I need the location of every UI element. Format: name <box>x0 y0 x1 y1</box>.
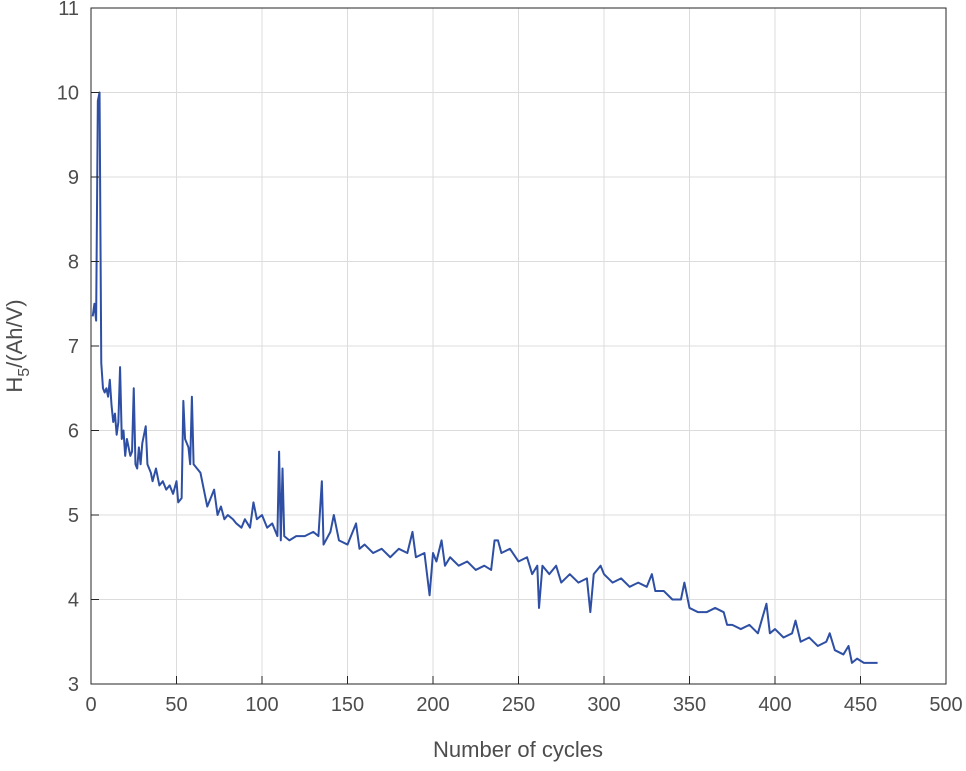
grid <box>90 7 947 685</box>
y-label-subscript: 5 <box>16 368 33 377</box>
y-tick-label: 10 <box>57 83 79 105</box>
ticks: 0 50 100 150 200 250 300 350 400 450 500 3 4 5 6 7 8 9 10 1… <box>57 0 963 716</box>
y-tick-label: 7 <box>68 336 79 358</box>
y-tick-label: 5 <box>68 505 79 527</box>
x-tick-label: 350 <box>673 694 706 716</box>
y-label-part: H <box>2 377 27 393</box>
x-tick-label: 0 <box>85 694 96 716</box>
y-tick-label: 9 <box>68 167 79 189</box>
y-axis-label: H5/(Ah/V) <box>2 299 33 392</box>
x-axis-label: Number of cycles <box>433 737 603 762</box>
x-tick-label: 200 <box>416 694 449 716</box>
x-tick-label: 500 <box>929 694 962 716</box>
x-tick-label: 400 <box>758 694 791 716</box>
x-tick-label: 450 <box>844 694 877 716</box>
x-tick-label: 150 <box>331 694 364 716</box>
x-tick-label: 300 <box>587 694 620 716</box>
y-label-part: /(Ah/V) <box>2 299 27 367</box>
data-line <box>91 91 878 664</box>
plot-area <box>91 91 878 664</box>
y-tick-label: 6 <box>68 421 79 443</box>
x-tick-label: 250 <box>502 694 535 716</box>
y-tick-label: 8 <box>68 252 79 274</box>
y-tick-label: 4 <box>68 590 79 612</box>
x-tick-label: 50 <box>165 694 187 716</box>
y-tick-label: 11 <box>58 0 79 20</box>
x-tick-label: 100 <box>245 694 278 716</box>
y-tick-label: 3 <box>68 674 79 696</box>
